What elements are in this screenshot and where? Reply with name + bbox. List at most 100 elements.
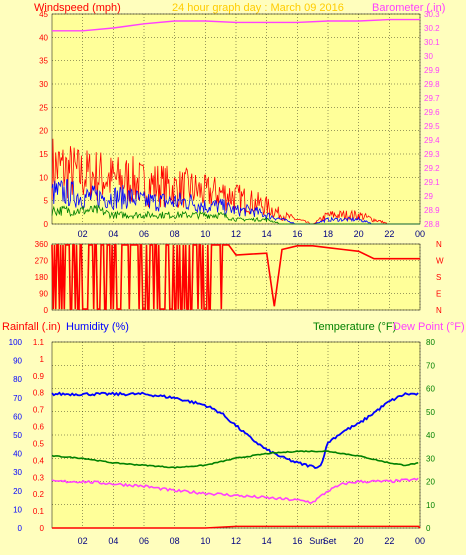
right-tick-label: 29.2 (424, 164, 440, 173)
x-tick-label: 12 (231, 229, 241, 239)
right-tick-label: N (436, 306, 442, 315)
x-tick-label: 16 (292, 229, 302, 239)
humidity-tick-label: 20 (13, 487, 22, 496)
left-tick-label: 35 (39, 57, 48, 66)
humidity-tick-label: 0 (18, 524, 23, 533)
x-tick-label: Set (323, 536, 337, 546)
temperature-axis-title: Temperature (°F) (313, 321, 396, 333)
left-tick-label: 45 (39, 10, 48, 19)
x-tick-label: 00 (415, 536, 425, 546)
right-tick-label: 40 (426, 431, 435, 440)
left-tick-label: 0.3 (33, 473, 45, 482)
x-tick-label: 20 (354, 536, 364, 546)
rainfall-axis-title: Rainfall (.in) (2, 321, 61, 333)
left-tick-label: 0.9 (33, 372, 45, 381)
right-tick-label: 50 (426, 408, 435, 417)
direction-series (51, 244, 420, 310)
temperature-line (51, 450, 419, 469)
right-tick-label: 30.3 (424, 10, 440, 19)
x-tick-label: 22 (384, 536, 394, 546)
x-tick-label: 10 (200, 536, 210, 546)
humidity-tick-label: 10 (13, 505, 22, 514)
direction-line (51, 244, 420, 310)
x-tick-label: 10 (200, 229, 210, 239)
right-tick-label: 0 (426, 524, 431, 533)
right-tick-label: 30 (426, 454, 435, 463)
right-tick-label: 29.9 (424, 66, 440, 75)
right-tick-label: W (436, 257, 444, 266)
right-tick-label: E (436, 290, 441, 299)
left-tick-label: 15 (39, 150, 48, 159)
left-tick-label: 0 (40, 524, 45, 533)
x-tick-label: 20 (354, 229, 364, 239)
right-tick-label: 29.5 (424, 122, 440, 131)
left-tick-label: 90 (39, 290, 48, 299)
graph-title: 24 hour graph day : March 09 2016 (172, 2, 344, 14)
right-tick-label: 29 (424, 192, 433, 201)
right-tick-label: 29.7 (424, 94, 440, 103)
right-tick-label: 20 (426, 478, 435, 487)
windspeed-axis-title: Windspeed (mph) (34, 2, 121, 14)
left-tick-label: 360 (35, 240, 49, 249)
right-tick-label: 28.9 (424, 206, 440, 215)
right-tick-label: 29.6 (424, 108, 440, 117)
right-tick-label: N (436, 240, 442, 249)
humidity-tick-label: 70 (13, 394, 22, 403)
left-tick-label: 0.5 (33, 439, 45, 448)
x-tick-label: 12 (231, 536, 241, 546)
x-tick-label: 08 (170, 536, 180, 546)
dewpoint-line (51, 477, 419, 504)
left-tick-label: 0.7 (33, 406, 45, 415)
x-tick-label: 22 (384, 229, 394, 239)
humidity-tick-label: 60 (13, 412, 22, 421)
rainfall-line (52, 525, 421, 529)
right-tick-label: 28.8 (424, 220, 440, 229)
x-tick-label: 14 (262, 229, 272, 239)
left-tick-label: 1 (40, 355, 45, 364)
humidity-axis-title: Humidity (%) (66, 321, 129, 333)
x-tick-label: 08 (170, 229, 180, 239)
wind-avg-line (51, 204, 420, 225)
left-tick-label: 270 (35, 257, 49, 266)
left-tick-label: 10 (39, 173, 48, 182)
temp-series (51, 391, 421, 529)
x-tick-label: 04 (108, 536, 118, 546)
x-tick-label: 16 (292, 536, 302, 546)
x-tick-label: 18 (323, 229, 333, 239)
right-tick-label: 29.8 (424, 80, 440, 89)
humidity-tick-label: 90 (13, 357, 22, 366)
x-tick-label: 14 (262, 536, 272, 546)
right-tick-label: 30.1 (424, 38, 440, 47)
left-tick-label: 20 (39, 127, 48, 136)
left-tick-label: 0.2 (33, 490, 45, 499)
wind-mid-line (51, 179, 420, 225)
right-tick-label: 29.1 (424, 178, 440, 187)
right-tick-label: 30.2 (424, 24, 440, 33)
right-tick-label: 60 (426, 385, 435, 394)
dewpoint-axis-title: Dew Point (°F) (393, 321, 465, 333)
wind-series (51, 18, 420, 225)
humidity-line (51, 391, 419, 469)
left-tick-label: 5 (44, 197, 49, 206)
right-tick-label: 30 (424, 52, 433, 61)
humidity-tick-label: 100 (9, 338, 23, 347)
right-tick-label: 70 (426, 361, 435, 370)
humidity-tick-label: 30 (13, 468, 22, 477)
humidity-tick-label: 40 (13, 450, 22, 459)
x-tick-label: 04 (108, 229, 118, 239)
right-tick-label: 80 (426, 338, 435, 347)
left-tick-label: 40 (39, 33, 48, 42)
x-tick-label: 02 (78, 229, 88, 239)
left-tick-label: 0.6 (33, 423, 45, 432)
right-tick-label: 29.3 (424, 150, 440, 159)
right-tick-label: S (436, 273, 441, 282)
left-tick-label: 0.4 (33, 456, 45, 465)
left-tick-label: 30 (39, 80, 48, 89)
barometer-line (52, 18, 420, 32)
temp-axis-labels: 0 0.1 0.2 0.3 0.4 0.5 0.6 0.7 0.8 0.9 1 1.1 0 10 20 30 4… (9, 338, 436, 546)
humidity-tick-label: 50 (13, 431, 22, 440)
left-tick-label: 1.1 (33, 338, 45, 347)
barometer-axis-title: Barometer (.in) (372, 2, 445, 14)
